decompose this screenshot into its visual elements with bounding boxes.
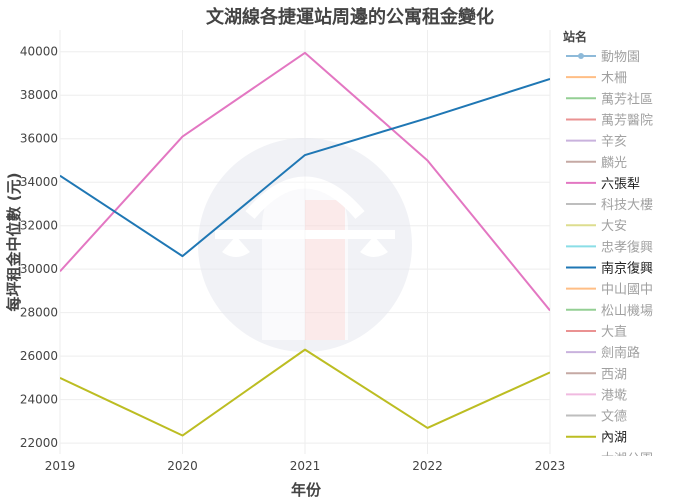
legend-item[interactable]: 萬芳醫院 bbox=[566, 113, 653, 128]
legend-label: 大安 bbox=[601, 219, 627, 234]
series-lines bbox=[60, 51, 550, 437]
legend-item[interactable]: 文德 bbox=[566, 410, 627, 425]
legend-label: 萬芳醫院 bbox=[601, 113, 653, 128]
legend-item[interactable]: 大湖公園 bbox=[566, 452, 653, 467]
y-axis-ticks: 22000 24000 26000 28000 30000 32000 34000 36000… bbox=[20, 45, 58, 450]
series-line-內湖[interactable] bbox=[60, 348, 550, 437]
legend-label: 內湖 bbox=[601, 431, 627, 446]
legend-label: 松山機場 bbox=[601, 304, 653, 319]
y-tick-label: 34000 bbox=[20, 175, 58, 189]
x-tick-label: 2022 bbox=[412, 459, 443, 473]
legend-item[interactable]: 木柵 bbox=[566, 71, 627, 86]
y-tick-label: 24000 bbox=[20, 393, 58, 407]
legend-label: 劍南路 bbox=[601, 345, 640, 361]
watermark-logo bbox=[198, 138, 412, 352]
legend-label: 南京復興 bbox=[601, 261, 653, 277]
legend-item[interactable]: 松山機場 bbox=[566, 304, 653, 319]
legend-title: 站名 bbox=[563, 29, 587, 44]
legend-item[interactable]: 辛亥 bbox=[566, 135, 627, 150]
legend-item[interactable]: 內湖 bbox=[566, 431, 627, 446]
legend-item[interactable]: 中山國中 bbox=[566, 283, 653, 298]
legend-item[interactable]: 西湖 bbox=[566, 367, 627, 382]
legend-label: 動物園 bbox=[601, 50, 640, 65]
legend-label: 木柵 bbox=[601, 71, 627, 86]
legend-item[interactable]: 忠孝復興 bbox=[566, 239, 653, 255]
legend-label: 忠孝復興 bbox=[601, 239, 653, 255]
legend-item[interactable]: 大直 bbox=[566, 325, 627, 340]
legend[interactable]: 動物園木柵萬芳社區萬芳醫院辛亥麟光六張犁科技大樓大安忠孝復興南京復興中山國中松山… bbox=[566, 50, 653, 467]
legend-label: 萬芳社區 bbox=[601, 91, 653, 107]
x-axis-ticks: 2019 2020 2021 2022 2023 bbox=[45, 459, 566, 473]
y-tick-label: 36000 bbox=[20, 132, 58, 146]
legend-item[interactable]: 劍南路 bbox=[566, 345, 640, 361]
legend-label: 港墘 bbox=[601, 388, 627, 403]
legend-item[interactable]: 南京復興 bbox=[566, 261, 653, 277]
legend-item[interactable]: 科技大樓 bbox=[566, 198, 653, 213]
x-tick-label: 2019 bbox=[45, 459, 76, 473]
legend-label: 科技大樓 bbox=[601, 198, 653, 213]
legend-label: 中山國中 bbox=[601, 283, 653, 298]
legend-label: 辛亥 bbox=[601, 135, 627, 150]
legend-item[interactable]: 港墘 bbox=[566, 388, 627, 403]
y-tick-label: 28000 bbox=[20, 306, 58, 320]
x-tick-label: 2020 bbox=[167, 459, 198, 473]
x-tick-label: 2021 bbox=[290, 459, 321, 473]
legend-label: 大湖公園 bbox=[601, 452, 653, 467]
legend-label: 麟光 bbox=[601, 155, 627, 171]
y-tick-label: 38000 bbox=[20, 88, 58, 102]
y-tick-label: 32000 bbox=[20, 219, 58, 233]
legend-item[interactable]: 大安 bbox=[566, 219, 627, 234]
legend-item[interactable]: 萬芳社區 bbox=[566, 91, 653, 107]
chart-title: 文湖線各捷運站周邊的公寓租金變化 bbox=[206, 6, 494, 28]
legend-label: 大直 bbox=[601, 325, 627, 340]
legend-item[interactable]: 麟光 bbox=[566, 155, 627, 171]
legend-marker bbox=[578, 53, 584, 59]
series-line-六張犁[interactable] bbox=[60, 51, 550, 312]
legend-label: 西湖 bbox=[601, 367, 627, 382]
series-line-南京復興[interactable] bbox=[60, 77, 550, 258]
legend-item[interactable]: 動物園 bbox=[566, 50, 640, 65]
x-axis-title: 年份 bbox=[291, 481, 322, 499]
y-tick-label: 30000 bbox=[20, 262, 58, 276]
legend-label: 文德 bbox=[601, 410, 627, 425]
y-tick-label: 40000 bbox=[20, 45, 58, 59]
y-axis-title: 每坪租金中位數 (元) bbox=[5, 173, 23, 312]
y-tick-label: 26000 bbox=[20, 349, 58, 363]
y-tick-label: 22000 bbox=[20, 436, 58, 450]
legend-label: 六張犁 bbox=[601, 177, 640, 192]
x-tick-label: 2023 bbox=[535, 459, 566, 473]
legend-item[interactable]: 六張犁 bbox=[566, 177, 640, 192]
